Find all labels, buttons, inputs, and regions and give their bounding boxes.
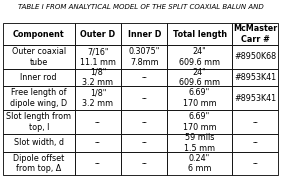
Text: --: --: [95, 138, 101, 147]
Bar: [75, 110, 121, 134]
Bar: [232, 86, 278, 110]
Text: Inner rod: Inner rod: [21, 73, 57, 82]
Text: --: --: [141, 118, 147, 127]
Text: 6.69"
170 mm: 6.69" 170 mm: [183, 88, 216, 108]
Text: 59 mils
1.5 mm: 59 mils 1.5 mm: [184, 133, 215, 153]
Bar: [3, 69, 75, 86]
Text: Total length: Total length: [173, 30, 227, 39]
Text: --: --: [252, 118, 258, 127]
Bar: [75, 86, 121, 110]
Bar: [232, 45, 278, 69]
Text: --: --: [252, 159, 258, 168]
Bar: [3, 86, 75, 110]
Text: 24"
609.6 mm: 24" 609.6 mm: [179, 68, 220, 88]
Bar: [167, 110, 232, 134]
Text: 1/8"
3.2 mm: 1/8" 3.2 mm: [82, 88, 114, 108]
Text: 1/8"
3.2 mm: 1/8" 3.2 mm: [82, 68, 114, 88]
Bar: [232, 69, 278, 86]
Text: --: --: [141, 159, 147, 168]
Bar: [121, 45, 167, 69]
Text: TABLE I FROM ANALYTICAL MODEL OF THE SPLIT COAXIAL BALUN AND: TABLE I FROM ANALYTICAL MODEL OF THE SPL…: [18, 4, 263, 11]
Text: 0.3075"
7.8mm: 0.3075" 7.8mm: [128, 47, 160, 67]
Text: 6.69"
170 mm: 6.69" 170 mm: [183, 112, 216, 132]
Text: #8953K41: #8953K41: [234, 94, 276, 103]
Bar: [167, 45, 232, 69]
Text: --: --: [141, 138, 147, 147]
Bar: [75, 23, 121, 45]
Bar: [232, 151, 278, 175]
Bar: [3, 110, 75, 134]
Bar: [167, 69, 232, 86]
Bar: [3, 45, 75, 69]
Text: 0.24"
6 mm: 0.24" 6 mm: [188, 154, 211, 173]
Text: Slot width, d: Slot width, d: [14, 138, 64, 147]
Bar: [75, 45, 121, 69]
Bar: [75, 151, 121, 175]
Text: Inner D: Inner D: [128, 30, 161, 39]
Text: --: --: [141, 73, 147, 82]
Text: 7/16"
11.1 mm: 7/16" 11.1 mm: [80, 47, 116, 67]
Text: Component: Component: [13, 30, 65, 39]
Text: 24"
609.6 mm: 24" 609.6 mm: [179, 47, 220, 67]
Text: --: --: [95, 159, 101, 168]
Text: McMaster
Carr #: McMaster Carr #: [233, 24, 277, 44]
Bar: [232, 23, 278, 45]
Text: Slot length from
top, l: Slot length from top, l: [6, 112, 71, 132]
Bar: [232, 134, 278, 151]
Text: #8950K68: #8950K68: [234, 52, 276, 61]
Text: Dipole offset
from top, Δ: Dipole offset from top, Δ: [13, 154, 64, 173]
Text: Free length of
dipole wing, D: Free length of dipole wing, D: [10, 88, 67, 108]
Bar: [75, 134, 121, 151]
Bar: [121, 134, 167, 151]
Text: Outer coaxial
tube: Outer coaxial tube: [12, 47, 66, 67]
Bar: [3, 134, 75, 151]
Text: #8953K41: #8953K41: [234, 73, 276, 82]
Bar: [121, 86, 167, 110]
Bar: [121, 23, 167, 45]
Bar: [3, 151, 75, 175]
Bar: [121, 151, 167, 175]
Bar: [167, 86, 232, 110]
Bar: [167, 151, 232, 175]
Bar: [121, 110, 167, 134]
Bar: [3, 23, 75, 45]
Bar: [167, 134, 232, 151]
Text: Outer D: Outer D: [80, 30, 115, 39]
Bar: [167, 23, 232, 45]
Text: --: --: [252, 138, 258, 147]
Bar: [121, 69, 167, 86]
Text: --: --: [95, 118, 101, 127]
Bar: [232, 110, 278, 134]
Bar: [75, 69, 121, 86]
Text: --: --: [141, 94, 147, 103]
